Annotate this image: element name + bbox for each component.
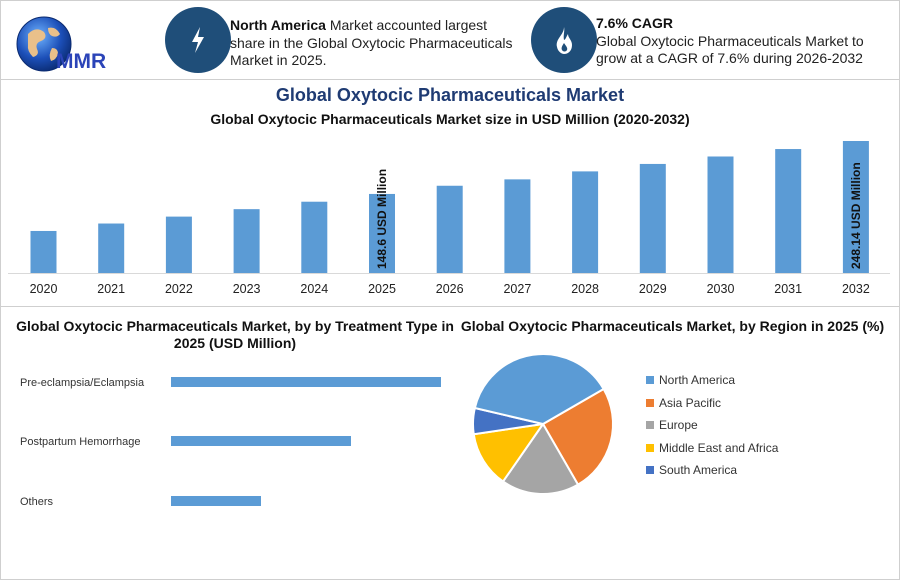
x-tick-2024: 2024 [300,282,328,296]
x-tick-2032: 2032 [842,282,870,296]
legend-label: Middle East and Africa [659,440,779,455]
category-label: Pre-eclampsia/Eclampsia [20,377,145,389]
bar-2029 [639,163,666,273]
section-divider [0,306,900,307]
legend-swatch [646,443,654,452]
treatment-chart-title: Global Oxytocic Pharmaceuticals Market, … [16,318,454,351]
x-tick-2031: 2031 [774,282,802,296]
region-pie-chart [472,353,614,495]
pie-slice-europe [501,422,580,495]
treatment-type-bar-chart: Pre-eclampsia/Eclampsia Postpartum Hemorr… [20,377,441,508]
bar-2031 [775,149,802,273]
pie-slice-north-america [473,353,605,426]
data-label-2032: 248.14 USD Million [849,162,863,269]
hbar-1 [171,436,351,446]
bar-2026 [436,185,463,273]
kpi-2-text: Global Oxytocic Pharmaceuticals Market t… [596,32,864,67]
x-tick-2022: 2022 [165,282,193,296]
bar-2024 [301,201,328,273]
hbar-2 [171,496,261,506]
legend-swatch [646,398,654,407]
kpi-cagr: 7.6% CAGR Global Oxytocic Pharmaceutical… [596,15,886,68]
cagr-badge [531,7,597,73]
bar-2025 [369,193,395,273]
bar-2032 [842,140,869,273]
bar-2021 [98,223,125,273]
lightning-badge [165,7,231,73]
x-tick-2029: 2029 [639,282,667,296]
legend-label: North America [659,373,736,387]
legend-swatch [646,376,654,384]
kpi-2-bold: 7.6% CAGR [596,15,674,31]
x-tick-2020: 2020 [30,282,58,296]
bar-2027 [504,179,531,273]
mmr-logo: MMR [14,12,139,82]
x-tick-2021: 2021 [97,282,125,296]
bar-2023 [233,209,260,273]
x-tick-2023: 2023 [233,282,261,296]
main-title: Global Oxytocic Pharmaceuticals Market [275,85,625,105]
bar-2022 [165,216,192,273]
legend-label: Asia Pacific [659,395,722,410]
chart-subtitle: Global Oxytocic Pharmaceuticals Market s… [210,111,690,127]
region-chart-title: Global Oxytocic Pharmaceuticals Market, … [460,318,885,334]
pie-slice-asia-pacific [541,387,614,486]
x-tick-2030: 2030 [707,282,735,296]
category-label: Postpartum Hemorrhage [20,436,140,448]
x-tick-2027: 2027 [503,282,531,296]
x-tick-2025: 2025 [368,282,396,296]
legend-label: South America [659,463,738,477]
kpi-1-bold: North America [230,17,326,33]
category-label: Others [20,496,54,508]
header-divider [0,79,900,80]
pie-slice-middle-east-and-africa [472,422,546,483]
data-label-2025: 148.6 USD Million [375,169,389,269]
bar-2030 [707,156,734,273]
market-size-bar-chart: 2020 2021 2022 2023 2024 2025 148.6 USD Millio… [8,140,890,296]
flame-drop-icon [556,27,572,54]
legend-swatch [646,466,654,474]
bar-2020 [30,230,57,273]
kpi-north-america: North America Market accounted largest s… [230,17,520,70]
bar-2028 [572,171,599,273]
logo-text: MMR [56,50,106,73]
legend-label: Europe [659,418,698,432]
x-tick-2026: 2026 [436,282,464,296]
lightning-icon [192,27,204,53]
legend-swatch [646,421,654,429]
x-tick-2028: 2028 [571,282,599,296]
kpi-1-text: Market accounted largest share in the Gl… [230,17,513,68]
hbar-0 [171,377,441,387]
